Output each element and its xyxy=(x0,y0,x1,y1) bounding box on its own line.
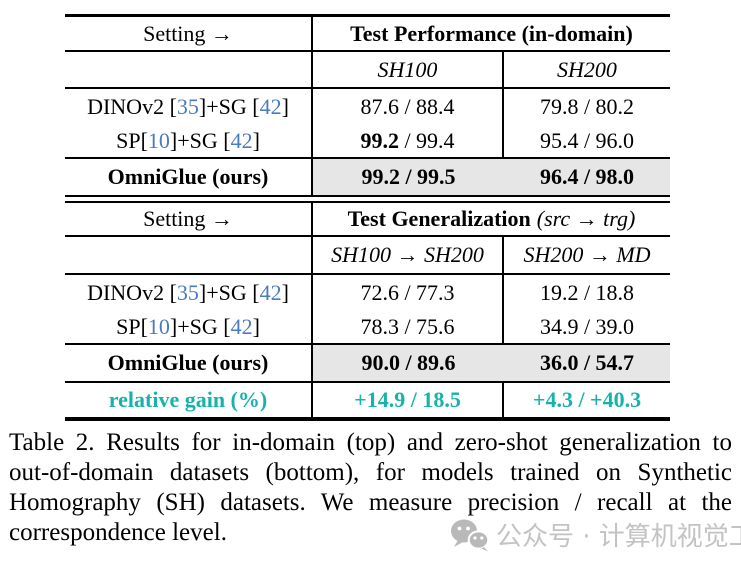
value-cell: 34.9 / 39.0 xyxy=(539,313,635,339)
citation-link[interactable]: 10 xyxy=(147,127,170,153)
caption-line: correspondence level. xyxy=(9,519,227,546)
value-cell: 19.2 / 18.8 xyxy=(539,279,635,305)
table-row-relative-gain: relative gain (%) +14.9 / 18.5 +4.3 / +4… xyxy=(65,383,670,417)
setting-header: Setting → xyxy=(65,17,313,50)
table-row: DINOv2 [35]+SG [42] 72.6 / 77.3 19.2 / 1… xyxy=(65,275,670,310)
table-row-highlighted: OmniGlue (ours) 90.0 / 89.6 36.0 / 54.7 xyxy=(65,345,670,383)
column-header-sh100: SH100 xyxy=(313,52,504,87)
citation-link[interactable]: 42 xyxy=(230,127,253,153)
value-cell: 79.8 / 80.2 xyxy=(539,93,635,119)
wechat-icon xyxy=(449,517,489,553)
value-cell: 95.4 / 96.0 xyxy=(539,127,635,153)
table-row: SP[10]+SG [42] 78.3 / 75.6 34.9 / 39.0 xyxy=(65,310,670,345)
citation-link[interactable]: 10 xyxy=(147,313,170,339)
empty-cell xyxy=(65,237,313,273)
table-row: SH100 SH200 xyxy=(65,52,670,89)
gain-value-cell: +14.9 / 18.5 xyxy=(313,383,504,417)
empty-cell xyxy=(65,52,313,87)
watermark-text: 公众号 · 计算机视觉工坊 xyxy=(496,522,741,552)
citation-link[interactable]: 35 xyxy=(176,93,199,119)
value-cell: 78.3 / 75.6 xyxy=(313,310,504,343)
table-row: Setting → Test Generalization (src → trg) xyxy=(65,203,670,237)
row-label-dinov2-sg: DINOv2 [35]+SG [42] xyxy=(65,275,313,310)
table-row: SP[10]+SG [42] 99.2 / 99.4 95.4 / 96.0 xyxy=(65,124,670,159)
column-header-sh200: SH200 xyxy=(557,56,617,82)
value-cell-highlighted: 99.2 / 99.5 xyxy=(313,159,504,195)
caption-line: out-of-domain datasets (bottom), for mod… xyxy=(9,459,732,486)
caption-line: Homography (SH) datasets. We measure pre… xyxy=(9,489,732,516)
row-label-dinov2-sg: DINOv2 [35]+SG [42] xyxy=(65,89,313,124)
row-label-sp-sg: SP[10]+SG [42] xyxy=(65,310,313,343)
caption-line: Table 2. Results for in-domain (top) and… xyxy=(9,429,732,456)
citation-link[interactable]: 42 xyxy=(259,93,282,119)
citation-link[interactable]: 42 xyxy=(259,279,282,305)
table-section-generalization: Setting → Test Generalization (src → trg)… xyxy=(65,201,670,421)
row-label-omniglue: OmniGlue (ours) xyxy=(65,159,313,195)
gain-value-cell: +4.3 / +40.3 xyxy=(532,387,642,412)
setting-header: Setting → xyxy=(65,203,313,235)
value-cell-highlighted: 90.0 / 89.6 xyxy=(313,345,504,381)
table-row: SH100 → SH200 SH200 → MD xyxy=(65,237,670,275)
table-row-highlighted: OmniGlue (ours) 99.2 / 99.5 96.4 / 98.0 xyxy=(65,159,670,195)
section-title: Test Performance (in-domain) xyxy=(350,20,633,46)
citation-link[interactable]: 42 xyxy=(230,313,253,339)
watermark: 公众号 · 计算机视觉工坊 xyxy=(449,516,741,553)
section-title: Test Generalization (src → trg) xyxy=(347,206,636,231)
table-row: Setting → Test Performance (in-domain) xyxy=(65,17,670,52)
value-cell: 99.2 / 99.4 xyxy=(313,124,504,157)
value-cell-highlighted: 96.4 / 98.0 xyxy=(504,159,670,195)
value-cell: 72.6 / 77.3 xyxy=(313,275,504,310)
row-label-relative-gain: relative gain (%) xyxy=(65,383,313,417)
value-cell-highlighted: 36.0 / 54.7 xyxy=(504,345,670,381)
table-row: DINOv2 [35]+SG [42] 87.6 / 88.4 79.8 / 8… xyxy=(65,89,670,124)
row-label-omniglue: OmniGlue (ours) xyxy=(65,345,313,381)
results-table: Setting → Test Performance (in-domain) S… xyxy=(65,14,670,421)
table-caption: Table 2. Results for in-domain (top) and… xyxy=(9,428,732,548)
value-cell: 87.6 / 88.4 xyxy=(313,89,504,124)
column-header-sh200-md: SH200 → MD xyxy=(523,242,651,267)
row-label-sp-sg: SP[10]+SG [42] xyxy=(65,124,313,157)
table-section-in-domain: Setting → Test Performance (in-domain) S… xyxy=(65,14,670,197)
column-header-sh100-sh200: SH100 → SH200 xyxy=(313,237,504,273)
citation-link[interactable]: 35 xyxy=(176,279,199,305)
